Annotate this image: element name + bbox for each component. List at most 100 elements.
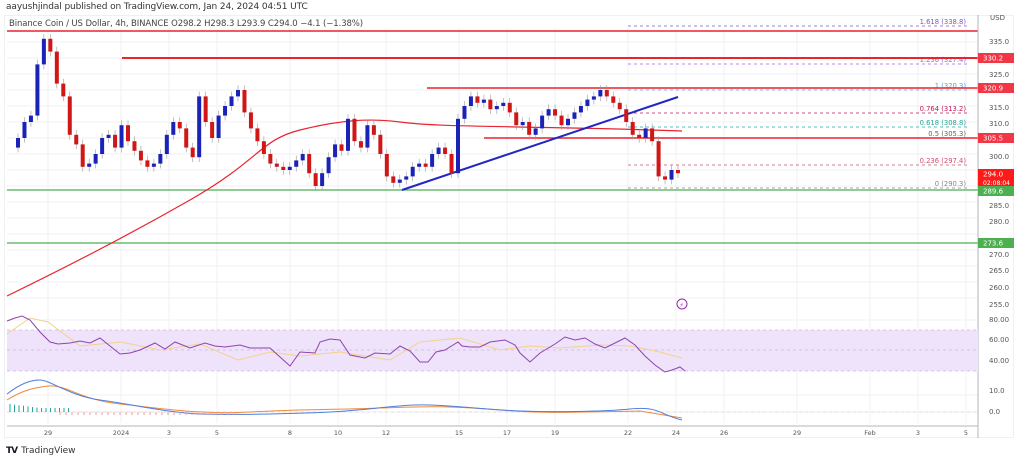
candle-body[interactable]: [630, 122, 635, 135]
candle-body[interactable]: [158, 154, 163, 164]
candle-body[interactable]: [591, 96, 596, 100]
candle-body[interactable]: [676, 170, 680, 174]
candle-body[interactable]: [559, 115, 564, 126]
candle-body[interactable]: [585, 99, 590, 106]
candle-body[interactable]: [533, 128, 538, 135]
candle-body[interactable]: [436, 147, 441, 154]
candle-body[interactable]: [598, 90, 603, 97]
candle-body[interactable]: [313, 173, 318, 186]
candle-body[interactable]: [423, 163, 428, 167]
candle-body[interactable]: [106, 134, 111, 138]
candle-body[interactable]: [339, 144, 344, 151]
candle-body[interactable]: [48, 38, 53, 52]
candle-body[interactable]: [54, 51, 59, 84]
candle-body[interactable]: [67, 96, 72, 135]
footer-logo[interactable]: TV TradingView: [6, 446, 76, 456]
candle-body[interactable]: [171, 122, 176, 135]
candle-body[interactable]: [333, 144, 338, 158]
candle-body[interactable]: [248, 112, 253, 129]
candle-body[interactable]: [294, 160, 299, 167]
candle-body[interactable]: [507, 102, 512, 113]
candle-body[interactable]: [320, 173, 325, 186]
candle-body[interactable]: [242, 90, 247, 113]
candle-body[interactable]: [87, 163, 92, 167]
candle-body[interactable]: [371, 125, 376, 135]
candle-body[interactable]: [410, 166, 415, 177]
candle-body[interactable]: [650, 128, 655, 142]
candle-body[interactable]: [93, 154, 98, 164]
candle-body[interactable]: [617, 102, 622, 110]
candle-body[interactable]: [566, 118, 570, 126]
candle-body[interactable]: [346, 118, 350, 151]
candle-body[interactable]: [358, 141, 363, 148]
candle-body[interactable]: [475, 96, 480, 103]
candle-body[interactable]: [80, 144, 85, 167]
candle-body[interactable]: [216, 115, 221, 138]
candle-body[interactable]: [113, 134, 118, 148]
candle-body[interactable]: [35, 64, 40, 116]
candle-body[interactable]: [100, 138, 105, 154]
candle-body[interactable]: [397, 179, 402, 183]
candle-body[interactable]: [384, 154, 389, 177]
candle-body[interactable]: [488, 99, 493, 110]
candle-body[interactable]: [255, 128, 260, 142]
candle-body[interactable]: [456, 118, 460, 174]
candle-body[interactable]: [132, 141, 137, 151]
candle-body[interactable]: [268, 154, 273, 164]
candle-body[interactable]: [527, 122, 532, 135]
candle-body[interactable]: [22, 122, 27, 138]
candle-body[interactable]: [184, 128, 189, 148]
candle-body[interactable]: [61, 83, 66, 97]
candle-body[interactable]: [501, 102, 506, 106]
candle-body[interactable]: [604, 90, 609, 97]
candle-body[interactable]: [164, 134, 169, 154]
candle-body[interactable]: [656, 141, 661, 177]
candle-body[interactable]: [16, 138, 20, 148]
candle-body[interactable]: [41, 38, 46, 65]
candle-body[interactable]: [229, 96, 234, 106]
candle-body[interactable]: [126, 125, 130, 142]
candle-body[interactable]: [391, 176, 396, 183]
candle-body[interactable]: [669, 170, 674, 180]
candle-body[interactable]: [443, 147, 448, 154]
candle-body[interactable]: [274, 163, 279, 167]
candle-body[interactable]: [281, 166, 286, 170]
candle-body[interactable]: [210, 122, 215, 138]
candle-body[interactable]: [404, 176, 409, 180]
candle-body[interactable]: [365, 125, 370, 148]
candle-body[interactable]: [326, 157, 331, 174]
candle-body[interactable]: [572, 112, 577, 119]
candle-body[interactable]: [553, 109, 558, 116]
candle-body[interactable]: [119, 125, 124, 148]
candle-body[interactable]: [151, 163, 156, 167]
ascending-trendline[interactable]: [401, 96, 679, 191]
candle-body[interactable]: [494, 106, 499, 110]
candle-body[interactable]: [462, 106, 467, 119]
candle-body[interactable]: [546, 109, 551, 116]
candle-body[interactable]: [236, 90, 240, 97]
candle-body[interactable]: [643, 128, 648, 138]
candle-body[interactable]: [190, 147, 195, 158]
candle-body[interactable]: [197, 96, 202, 158]
candle-body[interactable]: [352, 118, 357, 142]
candle-body[interactable]: [287, 166, 292, 170]
candle-body[interactable]: [300, 154, 305, 161]
candle-body[interactable]: [177, 122, 182, 129]
candle-body[interactable]: [203, 96, 208, 122]
candle-body[interactable]: [138, 150, 143, 161]
candle-body[interactable]: [307, 154, 312, 174]
candle-body[interactable]: [378, 134, 383, 154]
candle-body[interactable]: [637, 134, 642, 138]
candle-body[interactable]: [468, 96, 473, 106]
candle-body[interactable]: [261, 141, 266, 154]
candle-body[interactable]: [540, 115, 545, 129]
alert-lightning-icon[interactable]: [676, 298, 688, 310]
candle-body[interactable]: [74, 134, 79, 145]
candle-body[interactable]: [624, 109, 629, 122]
candle-body[interactable]: [611, 96, 616, 103]
candle-body[interactable]: [578, 106, 583, 113]
candle-body[interactable]: [430, 154, 435, 167]
candle-body[interactable]: [145, 160, 150, 167]
candle-body[interactable]: [417, 163, 422, 167]
